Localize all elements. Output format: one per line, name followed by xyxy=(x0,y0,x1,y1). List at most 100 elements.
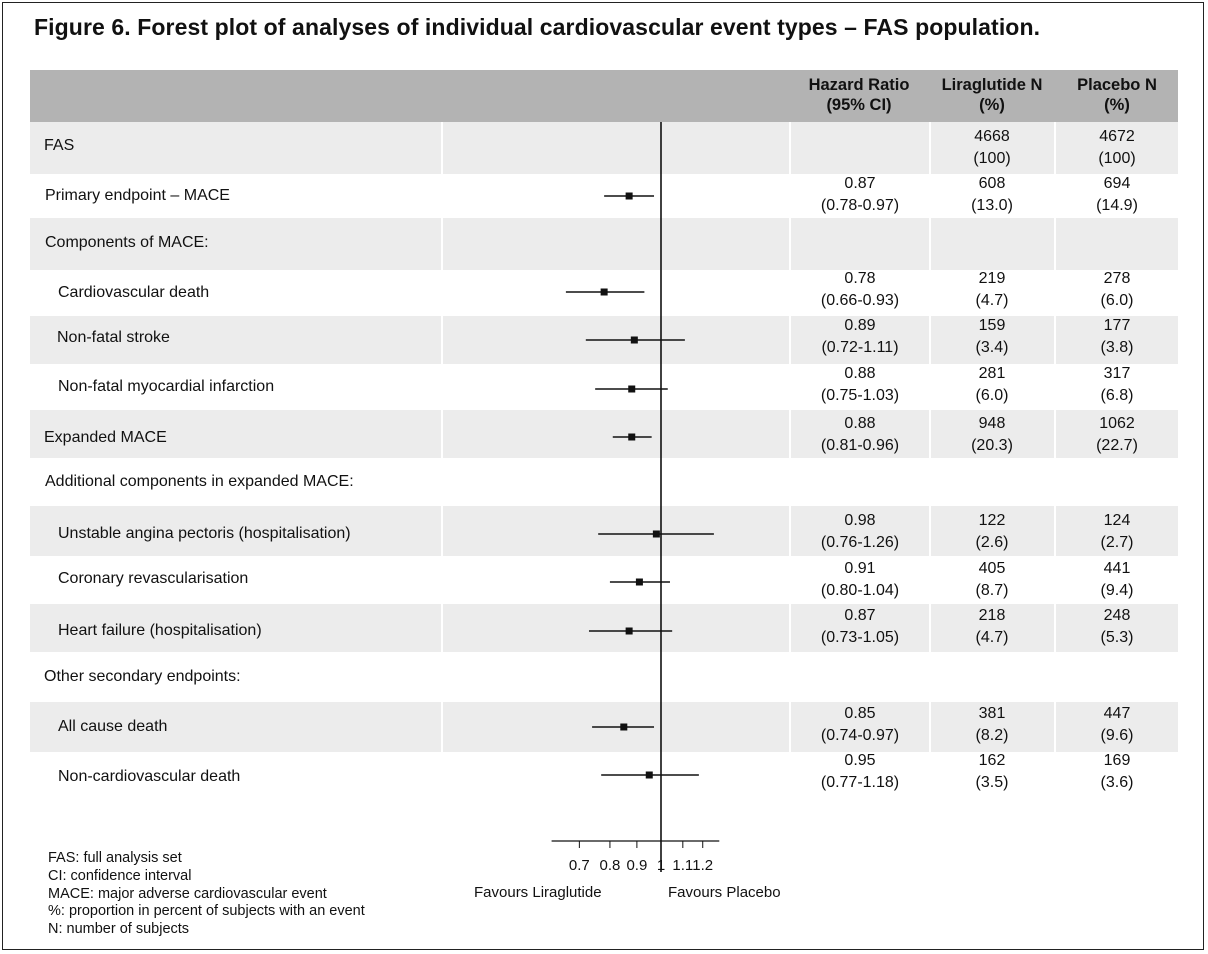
hr-cell: 0.78 (0.66-0.93) xyxy=(790,268,930,312)
lira-pct: (8.7) xyxy=(975,582,1009,599)
lira-n: 281 xyxy=(978,365,1006,382)
plac-n: 248 xyxy=(1103,607,1131,624)
lira-cell: 608 (13.0) xyxy=(930,173,1054,217)
plac-cell: 317 (6.8) xyxy=(1056,363,1178,407)
lira-n: 381 xyxy=(978,705,1006,722)
hr-cell: 0.88 (0.75-1.03) xyxy=(790,363,930,407)
plac-pct: (6.0) xyxy=(1100,292,1134,309)
lira-pct: (13.0) xyxy=(971,197,1013,214)
plac-cell: 169 (3.6) xyxy=(1056,750,1178,794)
lira-cell: 405 (8.7) xyxy=(930,558,1054,602)
hr-value: 0.87 xyxy=(844,175,876,192)
row-label: Cardiovascular death xyxy=(58,284,210,301)
hr-ci: (0.78-0.97) xyxy=(820,197,900,214)
figure-title: Figure 6. Forest plot of analyses of ind… xyxy=(34,14,1041,40)
plac-n: 177 xyxy=(1103,317,1131,334)
favours-placebo-label: Favours Placebo xyxy=(668,884,781,901)
plac-cell: 4672 (100) xyxy=(1056,126,1178,170)
footnote: MACE: major adverse cardiovascular event xyxy=(48,885,327,902)
hr-cell: 0.98 (0.76-1.26) xyxy=(790,510,930,554)
plac-pct: (9.6) xyxy=(1100,727,1134,744)
column-separator xyxy=(929,122,931,752)
footnote: N: number of subjects xyxy=(48,921,190,938)
lira-cell: 381 (8.2) xyxy=(930,703,1054,747)
x-tick-label: 1.2 xyxy=(692,857,713,874)
plac-n: 441 xyxy=(1103,560,1131,577)
hr-ci: (0.81-0.96) xyxy=(820,437,900,454)
plac-cell: 694 (14.9) xyxy=(1056,173,1178,217)
column-separator xyxy=(789,122,791,752)
x-tick-label: 0.8 xyxy=(599,857,620,874)
lira-cell: 948 (20.3) xyxy=(930,413,1054,457)
hr-ci: (0.75-1.03) xyxy=(820,387,900,404)
footnote: CI: confidence interval xyxy=(48,867,192,884)
plac-cell: 447 (9.6) xyxy=(1056,703,1178,747)
lira-n: 122 xyxy=(978,512,1006,529)
row-label: Unstable angina pectoris (hospitalisatio… xyxy=(58,525,351,542)
hr-ci: (0.80-1.04) xyxy=(820,582,900,599)
hr-cell: 0.85 (0.74-0.97) xyxy=(790,703,930,747)
point-estimate xyxy=(652,530,660,538)
plac-pct: (5.3) xyxy=(1100,629,1134,646)
point-estimate xyxy=(600,288,608,296)
plac-cell: 278 (6.0) xyxy=(1056,268,1178,312)
header-hr-line2: (95% CI) xyxy=(826,96,892,114)
lira-cell: 122 (2.6) xyxy=(930,510,1054,554)
hr-ci: (0.76-1.26) xyxy=(820,534,900,551)
plac-cell: 124 (2.7) xyxy=(1056,510,1178,554)
plac-pct: (3.8) xyxy=(1100,339,1134,356)
header-plac-line1: Placebo N xyxy=(1077,76,1157,94)
hr-value: 0.91 xyxy=(844,560,876,577)
lira-n: 218 xyxy=(978,607,1006,624)
lira-n: 159 xyxy=(978,317,1006,334)
footnotes: FAS: full analysis set CI: confidence in… xyxy=(48,850,365,939)
row-band xyxy=(30,410,1178,458)
row-label: Expanded MACE xyxy=(44,429,167,446)
header-hr-line1: Hazard Ratio xyxy=(808,76,910,94)
lira-n: 162 xyxy=(978,752,1006,769)
row-label: Additional components in expanded MACE: xyxy=(45,473,354,490)
header-lira-line1: Liraglutide N xyxy=(941,76,1043,94)
header-liraglutide: Liraglutide N (%) xyxy=(930,75,1054,115)
hr-cell: 0.88 (0.81-0.96) xyxy=(790,413,930,457)
lira-pct: (4.7) xyxy=(975,629,1009,646)
row-band xyxy=(30,604,1178,652)
point-estimate xyxy=(630,336,638,344)
favours-liraglutide-label: Favours Liraglutide xyxy=(474,884,602,901)
plac-pct: (14.9) xyxy=(1096,197,1138,214)
column-separator xyxy=(1054,122,1056,752)
hr-value: 0.87 xyxy=(844,607,876,624)
lira-n: 4668 xyxy=(974,128,1010,145)
point-estimate xyxy=(635,578,643,586)
plac-cell: 1062 (22.7) xyxy=(1056,413,1178,457)
plac-n: 317 xyxy=(1103,365,1131,382)
plac-n: 278 xyxy=(1103,270,1131,287)
hr-cell: 0.91 (0.80-1.04) xyxy=(790,558,930,602)
hr-value: 0.85 xyxy=(844,705,876,722)
lira-n: 405 xyxy=(978,560,1006,577)
header-lira-line2: (%) xyxy=(979,96,1005,114)
lira-pct: (20.3) xyxy=(971,437,1013,454)
hr-cell: 0.89 (0.72-1.11) xyxy=(790,315,930,359)
plac-n: 169 xyxy=(1103,752,1131,769)
row-band xyxy=(30,218,1178,270)
row-label: Non-fatal stroke xyxy=(57,329,170,346)
plac-n: 124 xyxy=(1103,512,1131,529)
x-tick-label: 0.9 xyxy=(626,857,647,874)
lira-pct: (8.2) xyxy=(975,727,1009,744)
row-label: Primary endpoint – MACE xyxy=(45,187,230,204)
plac-pct: (22.7) xyxy=(1096,437,1138,454)
column-separator xyxy=(441,122,443,752)
hr-value: 0.95 xyxy=(844,752,876,769)
point-estimate xyxy=(628,385,636,393)
hr-ci: (0.66-0.93) xyxy=(820,292,900,309)
row-band xyxy=(30,506,1178,556)
lira-pct: (100) xyxy=(973,150,1011,167)
row-band xyxy=(30,122,1178,174)
plac-pct: (2.7) xyxy=(1100,534,1134,551)
hr-value: 0.88 xyxy=(844,415,876,432)
x-tick-label: 0.7 xyxy=(569,857,590,874)
lira-n: 608 xyxy=(978,175,1006,192)
plac-pct: (3.6) xyxy=(1100,774,1134,791)
row-label: Heart failure (hospitalisation) xyxy=(58,622,262,639)
